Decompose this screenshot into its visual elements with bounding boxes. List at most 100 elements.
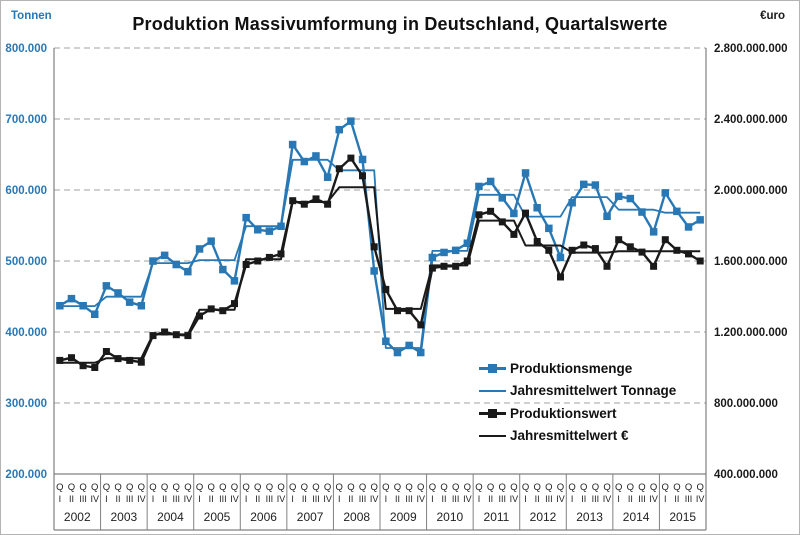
svg-text:Q: Q — [499, 482, 506, 493]
svg-text:II: II — [581, 494, 586, 504]
svg-text:III: III — [79, 494, 87, 504]
svg-text:Q: Q — [638, 482, 645, 493]
svg-text:Q: Q — [580, 482, 587, 493]
svg-text:Q: Q — [685, 482, 692, 493]
svg-text:400.000: 400.000 — [5, 327, 47, 339]
svg-text:2015: 2015 — [669, 510, 696, 524]
svg-text:Q: Q — [650, 482, 657, 493]
svg-text:2010: 2010 — [437, 510, 464, 524]
svg-text:Q: Q — [277, 482, 284, 493]
svg-text:I: I — [105, 494, 108, 504]
svg-text:2012: 2012 — [530, 510, 557, 524]
svg-text:I: I — [524, 494, 527, 504]
svg-text:1.600.000.000: 1.600.000.000 — [714, 256, 788, 268]
svg-text:Q: Q — [207, 482, 214, 493]
svg-text:IV: IV — [649, 494, 658, 504]
svg-text:Q: Q — [231, 482, 238, 493]
svg-text:II: II — [488, 494, 493, 504]
svg-text:I: I — [478, 494, 481, 504]
svg-text:Q: Q — [545, 482, 552, 493]
svg-text:I: I — [245, 494, 248, 504]
svg-text:2011: 2011 — [484, 510, 510, 524]
svg-text:II: II — [674, 494, 679, 504]
svg-text:Q: Q — [103, 482, 110, 493]
svg-text:Q: Q — [312, 482, 319, 493]
svg-text:400.000.000: 400.000.000 — [714, 469, 778, 481]
svg-text:Q: Q — [347, 482, 354, 493]
svg-text:Q: Q — [510, 482, 517, 493]
svg-text:Q: Q — [301, 482, 308, 493]
legend-item-produktionswert: Produktionswert — [479, 402, 676, 425]
svg-text:I: I — [431, 494, 434, 504]
svg-text:II: II — [348, 494, 353, 504]
svg-text:I: I — [198, 494, 201, 504]
svg-text:Q: Q — [266, 482, 273, 493]
svg-text:III: III — [545, 494, 553, 504]
svg-text:Q: Q — [370, 482, 377, 493]
svg-text:IV: IV — [230, 494, 239, 504]
svg-text:Q: Q — [149, 482, 156, 493]
svg-text:II: II — [69, 494, 74, 504]
svg-text:Q: Q — [324, 482, 331, 493]
svg-text:II: II — [628, 494, 633, 504]
svg-text:I: I — [385, 494, 388, 504]
svg-text:Q: Q — [289, 482, 296, 493]
legend-label: Produktionsmenge — [510, 360, 633, 376]
svg-text:Q: Q — [592, 482, 599, 493]
x-axis-labels: QIQIIQIIIQIV2002QIQIIQIIIQIV2003QIQIIQII… — [56, 482, 704, 524]
svg-text:Q: Q — [184, 482, 191, 493]
series-produktionsmenge — [56, 117, 704, 357]
svg-text:II: II — [442, 494, 447, 504]
svg-text:I: I — [571, 494, 574, 504]
svg-text:II: II — [535, 494, 540, 504]
svg-text:Q: Q — [440, 482, 447, 493]
page-title: Produktion Massivumformung in Deutschlan… — [132, 14, 668, 34]
svg-text:Q: Q — [394, 482, 401, 493]
line-square-marker-icon — [479, 361, 506, 375]
svg-text:III: III — [685, 494, 693, 504]
svg-text:Q: Q — [487, 482, 494, 493]
svg-text:I: I — [338, 494, 341, 504]
svg-text:III: III — [172, 494, 180, 504]
svg-text:I: I — [152, 494, 155, 504]
svg-text:I: I — [664, 494, 667, 504]
svg-text:Q: Q — [68, 482, 75, 493]
svg-text:Q: Q — [673, 482, 680, 493]
svg-text:Q: Q — [79, 482, 86, 493]
svg-text:Q: Q — [56, 482, 63, 493]
svg-text:Q: Q — [557, 482, 564, 493]
svg-text:Q: Q — [359, 482, 366, 493]
legend-label: Produktionswert — [510, 405, 617, 421]
svg-text:Q: Q — [336, 482, 343, 493]
svg-text:Q: Q — [242, 482, 249, 493]
svg-text:Q: Q — [173, 482, 180, 493]
svg-text:II: II — [395, 494, 400, 504]
svg-text:Q: Q — [615, 482, 622, 493]
svg-text:IV: IV — [277, 494, 286, 504]
svg-text:800.000: 800.000 — [5, 43, 47, 55]
svg-text:II: II — [116, 494, 121, 504]
svg-text:Q: Q — [627, 482, 634, 493]
svg-text:II: II — [162, 494, 167, 504]
svg-text:Q: Q — [603, 482, 610, 493]
svg-text:Q: Q — [464, 482, 471, 493]
svg-text:Q: Q — [452, 482, 459, 493]
svg-text:Q: Q — [161, 482, 168, 493]
svg-text:Q: Q — [417, 482, 424, 493]
svg-text:2.000.000.000: 2.000.000.000 — [714, 185, 788, 197]
svg-text:Q: Q — [696, 482, 703, 493]
svg-text:IV: IV — [463, 494, 472, 504]
svg-text:III: III — [312, 494, 320, 504]
svg-text:Q: Q — [114, 482, 121, 493]
svg-text:200.000: 200.000 — [5, 469, 47, 481]
svg-text:IV: IV — [137, 494, 146, 504]
svg-text:600.000: 600.000 — [5, 185, 47, 197]
svg-text:II: II — [255, 494, 260, 504]
svg-text:IV: IV — [556, 494, 565, 504]
svg-text:III: III — [126, 494, 134, 504]
svg-text:III: III — [498, 494, 506, 504]
gridlines — [54, 47, 706, 404]
left-axis-unit: Tonnen — [11, 10, 52, 22]
svg-text:II: II — [209, 494, 214, 504]
